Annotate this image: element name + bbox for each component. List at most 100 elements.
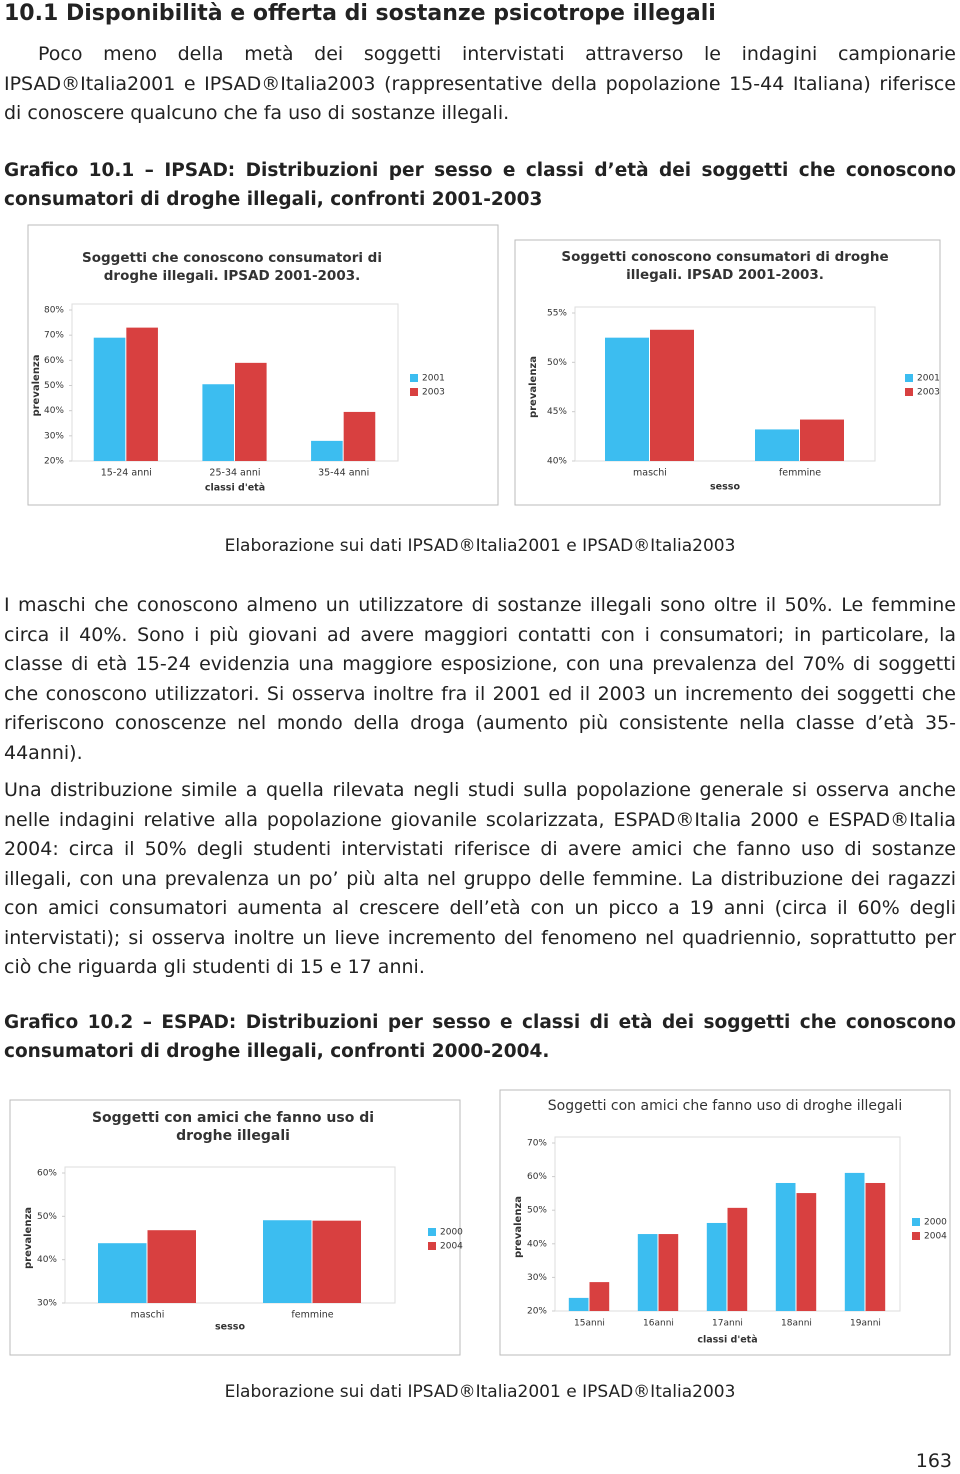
- paragraph: Una distribuzione simile a quella rileva…: [4, 779, 956, 978]
- x-axis-label: sesso: [710, 482, 740, 493]
- legend-label: 2004: [924, 1232, 947, 1242]
- y-tick-label: 70%: [527, 1139, 547, 1149]
- y-tick-label: 30%: [37, 1299, 57, 1309]
- bar: [658, 1234, 679, 1311]
- bar: [605, 337, 649, 461]
- y-axis-label: prevalenza: [513, 1196, 524, 1258]
- y-tick-label: 40%: [37, 1255, 57, 1265]
- legend-swatch: [905, 388, 913, 396]
- y-tick-label: 55%: [547, 309, 567, 319]
- x-axis-label: sesso: [215, 1322, 245, 1333]
- x-tick-label: 35-44 anni: [318, 468, 369, 479]
- page-number: 163: [915, 1450, 952, 1472]
- section-title: 10.1 Disponibilità e offerta di sostanze…: [4, 1, 716, 26]
- bar: [796, 1193, 817, 1311]
- x-axis-label: classi d'età: [697, 1335, 757, 1346]
- x-tick-label: maschi: [131, 1310, 165, 1321]
- y-tick-label: 40%: [547, 457, 567, 467]
- chart: Soggetti con amici che fanno uso di drogh…: [9, 1099, 463, 1356]
- x-tick-label: 15anni: [574, 1319, 605, 1329]
- y-axis-label: prevalenza: [528, 356, 539, 418]
- bar: [727, 1207, 748, 1311]
- bar: [775, 1182, 796, 1311]
- figure-source: Elaborazione sui dati IPSAD®Italia2001 e…: [224, 1382, 736, 1402]
- legend-swatch: [428, 1228, 436, 1236]
- x-axis-label: classi d'età: [205, 483, 265, 494]
- y-axis-label: prevalenza: [31, 354, 42, 416]
- y-tick-label: 20%: [44, 457, 64, 467]
- y-tick-label: 45%: [547, 407, 567, 417]
- x-tick-label: 16anni: [643, 1319, 674, 1329]
- y-tick-label: 50%: [547, 358, 567, 368]
- y-tick-label: 60%: [44, 356, 64, 366]
- legend-label: 2000: [440, 1228, 463, 1238]
- x-tick-label: 17anni: [712, 1319, 743, 1329]
- legend-swatch: [410, 388, 418, 396]
- x-tick-label: femmine: [779, 468, 821, 479]
- legend-label: 2001: [422, 374, 445, 384]
- bar: [755, 429, 799, 461]
- paragraph: I maschi che conoscono almeno un utilizz…: [4, 594, 956, 764]
- bar: [589, 1282, 610, 1311]
- chart-title: Soggetti con amici che fanno uso di drog…: [548, 1098, 902, 1114]
- chart-frame: [514, 239, 941, 506]
- x-tick-label: 25-34 anni: [209, 468, 260, 479]
- bar: [800, 419, 844, 461]
- bar: [98, 1243, 147, 1303]
- bar: [311, 440, 343, 461]
- y-axis-label: prevalenza: [23, 1207, 34, 1269]
- figure-source: Elaborazione sui dati IPSAD®Italia2001 e…: [224, 536, 736, 556]
- plot-frame: [64, 1166, 396, 1304]
- x-tick-label: 18anni: [781, 1319, 812, 1329]
- x-tick-label: femmine: [291, 1310, 333, 1321]
- chart-frame: [499, 1089, 951, 1356]
- bar: [706, 1222, 727, 1311]
- bar: [312, 1220, 361, 1303]
- x-tick-label: maschi: [633, 468, 667, 479]
- bar: [202, 384, 234, 461]
- y-tick-label: 50%: [44, 381, 64, 391]
- bar: [343, 411, 376, 461]
- legend-label: 2004: [440, 1242, 463, 1252]
- chart-title: Soggetti che conoscono consumatori di dro…: [82, 250, 382, 284]
- y-tick-label: 30%: [44, 431, 64, 441]
- legend-label: 2003: [917, 388, 940, 398]
- figure-caption: Grafico 10.2 – ESPAD: Distribuzioni per …: [4, 1012, 956, 1062]
- legend-label: 2001: [917, 374, 940, 384]
- bar: [263, 1220, 312, 1303]
- legend-swatch: [428, 1242, 436, 1250]
- y-tick-label: 60%: [37, 1169, 57, 1179]
- plot-frame: [574, 306, 876, 462]
- y-tick-label: 40%: [527, 1239, 547, 1249]
- bar: [235, 362, 267, 461]
- y-tick-label: 80%: [44, 306, 64, 316]
- bar: [568, 1297, 589, 1311]
- y-tick-label: 40%: [44, 406, 64, 416]
- y-tick-label: 30%: [527, 1273, 547, 1283]
- chart: Soggetti conoscono consumatori di droghe…: [514, 239, 941, 506]
- paragraph: Poco meno della metà dei soggetti interv…: [4, 43, 956, 124]
- chart-frame: [27, 224, 499, 506]
- bar: [637, 1234, 658, 1311]
- legend-swatch: [912, 1218, 920, 1226]
- bar: [865, 1182, 886, 1311]
- bar: [844, 1172, 865, 1311]
- legend-swatch: [905, 374, 913, 382]
- bar: [147, 1230, 196, 1303]
- chart: Soggetti con amici che fanno uso di drog…: [499, 1089, 951, 1356]
- legend-label: 2003: [422, 388, 445, 398]
- bar: [650, 329, 694, 461]
- y-tick-label: 20%: [527, 1307, 547, 1317]
- chart: Soggetti che conoscono consumatori di dro…: [27, 224, 499, 506]
- chart-title: Soggetti conoscono consumatori di droghe…: [561, 249, 888, 283]
- y-tick-label: 70%: [44, 331, 64, 341]
- y-tick-label: 50%: [527, 1206, 547, 1216]
- y-tick-label: 50%: [37, 1212, 57, 1222]
- figure-caption: Grafico 10.1 – IPSAD: Distribuzioni per …: [4, 160, 956, 210]
- chart-title: Soggetti con amici che fanno uso di drogh…: [92, 1110, 374, 1144]
- y-tick-label: 60%: [527, 1172, 547, 1182]
- x-tick-label: 15-24 anni: [101, 468, 152, 479]
- bar: [126, 327, 158, 461]
